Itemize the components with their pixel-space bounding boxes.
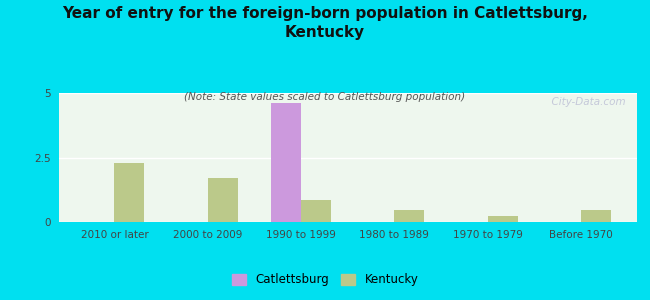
Bar (114, 163, 144, 222)
Bar (488, 215, 517, 222)
Bar (271, 103, 301, 222)
Bar (395, 210, 424, 222)
Text: (Note: State values scaled to Catlettsburg population): (Note: State values scaled to Catlettsbu… (185, 92, 465, 101)
Legend: Catlettsburg, Kentucky: Catlettsburg, Kentucky (227, 269, 423, 291)
Bar (581, 210, 611, 222)
Bar (301, 200, 331, 222)
Bar (208, 178, 238, 222)
Text: City-Data.com: City-Data.com (545, 97, 625, 107)
Text: Year of entry for the foreign-born population in Catlettsburg,
Kentucky: Year of entry for the foreign-born popul… (62, 6, 588, 40)
